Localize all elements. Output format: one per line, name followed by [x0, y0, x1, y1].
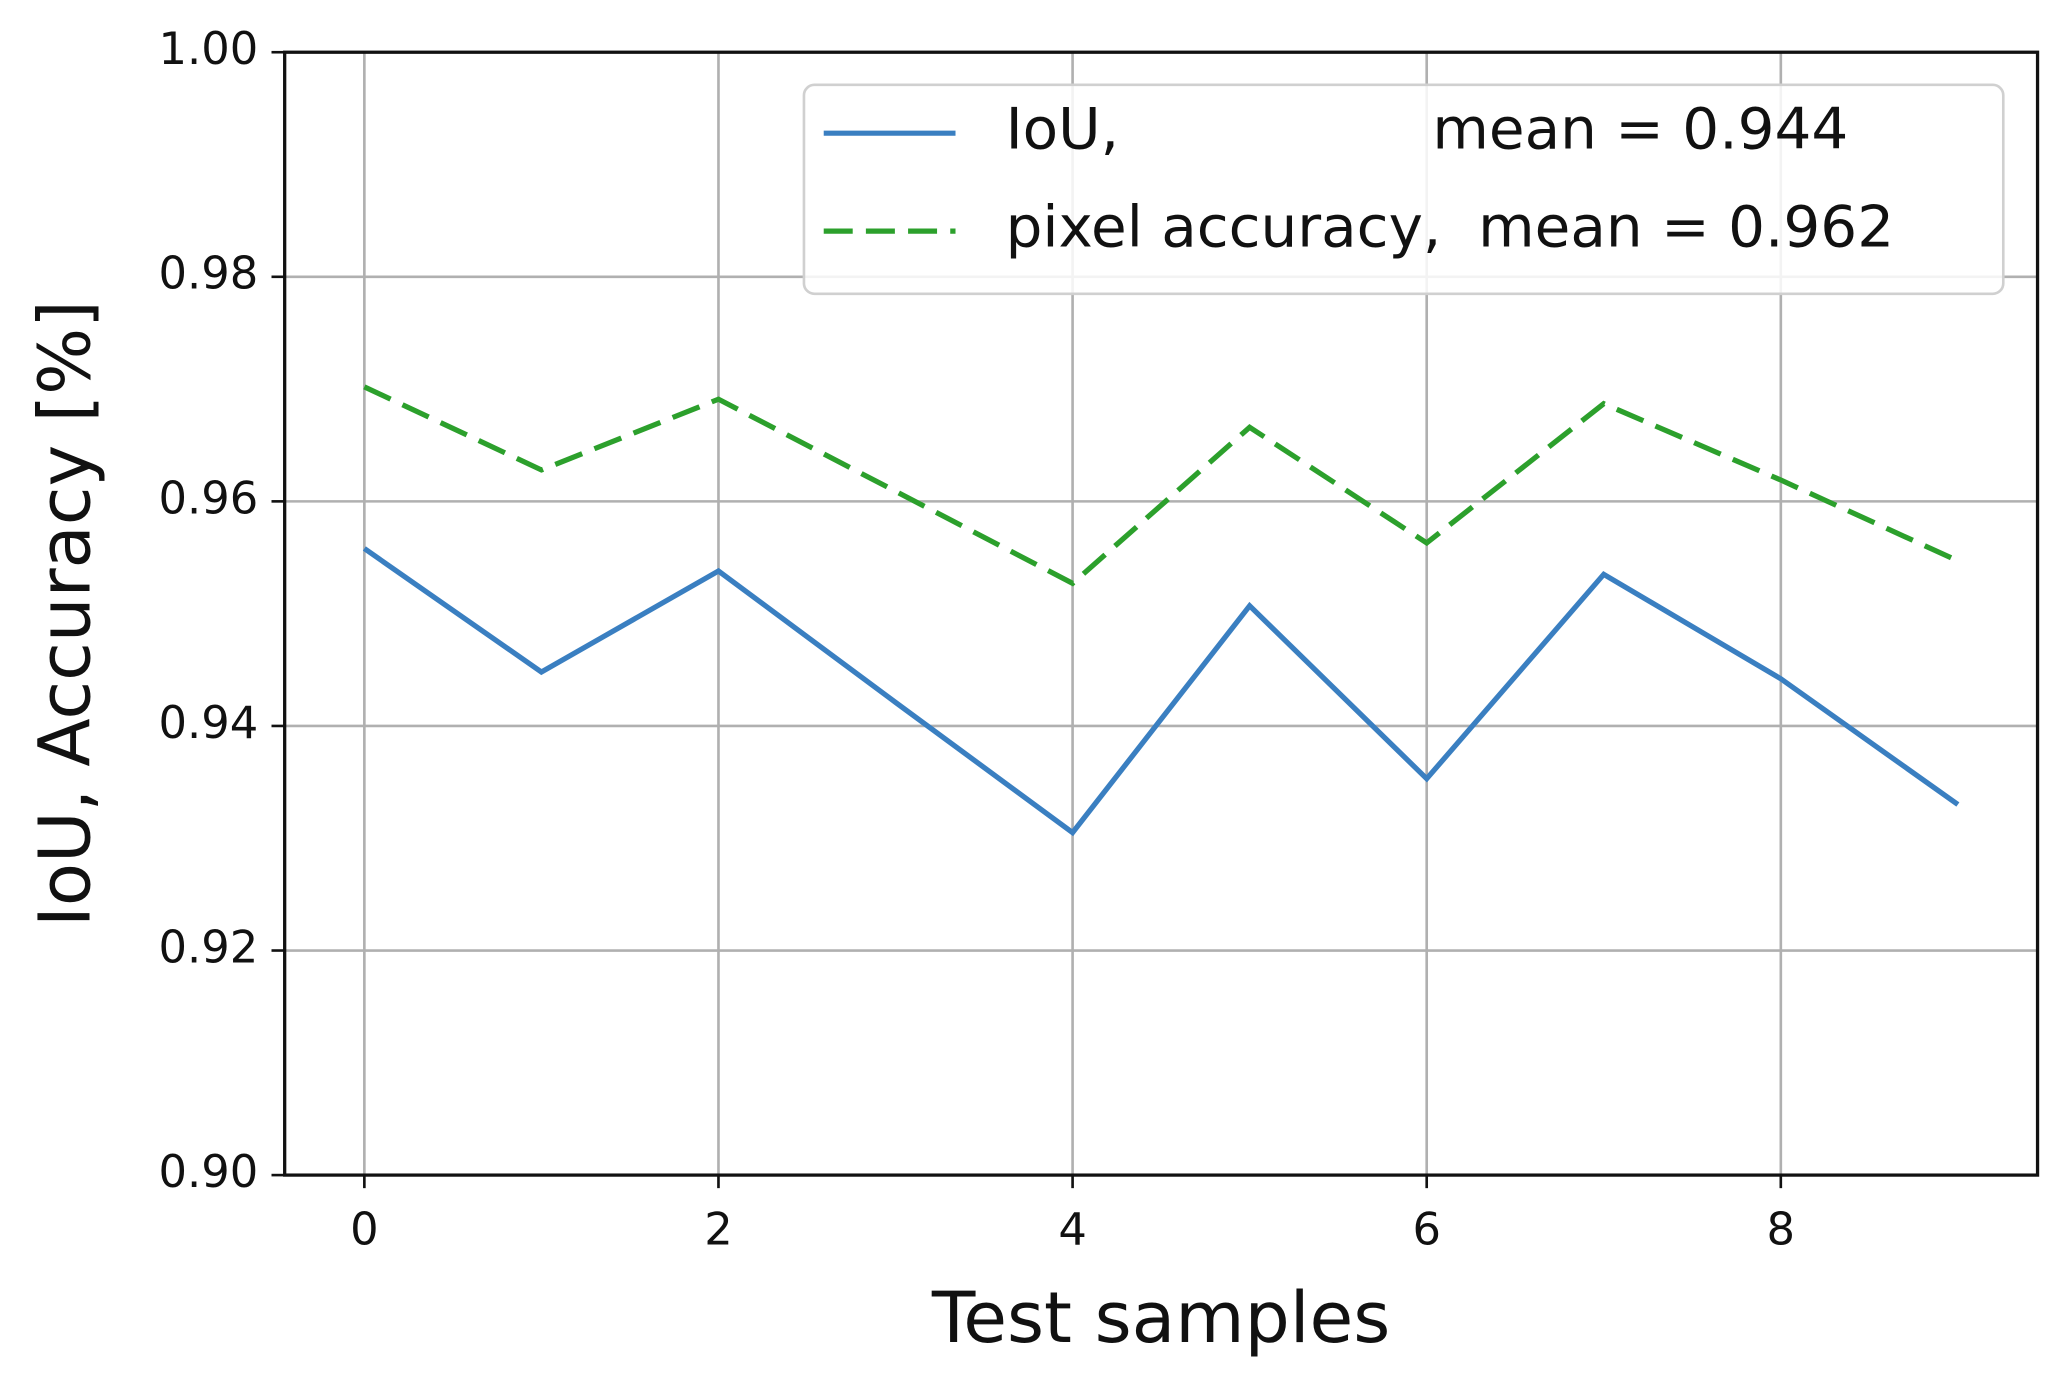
series-line [362, 546, 1960, 837]
legend-label: IoU, mean = 0.944 [1006, 95, 1849, 163]
x-tick-label: 6 [1412, 1204, 1441, 1256]
y-tick-label: 0.96 [159, 473, 259, 525]
x-axis-label: Test samples [931, 1277, 1391, 1360]
plot-frame [283, 50, 2040, 1177]
legend-label: pixel accuracy, mean = 0.962 [1006, 193, 1895, 261]
y-tick-label: 1.00 [159, 23, 259, 75]
y-tick-label: 0.90 [159, 1146, 259, 1198]
lines [362, 384, 1960, 837]
series-line [363, 384, 1959, 587]
y-tick-label: 0.92 [159, 922, 259, 974]
y-axis-label: IoU, Accuracy [%] [23, 300, 106, 927]
y-tick-label: 0.94 [159, 697, 259, 749]
x-tick-label: 8 [1767, 1204, 1796, 1256]
legend-box [802, 83, 2005, 296]
y-tick-label: 0.98 [159, 248, 259, 300]
ticks: 0.90 0.92 0.94 0.96 0.98 1.00 0 2 4 6 8 [159, 23, 1796, 1255]
x-tick-label: 4 [1058, 1204, 1087, 1256]
legend: IoU, mean = 0.944 pixel accuracy, mean = … [802, 83, 2005, 296]
x-tick-label: 0 [350, 1204, 379, 1256]
x-tick-label: 2 [704, 1204, 733, 1256]
